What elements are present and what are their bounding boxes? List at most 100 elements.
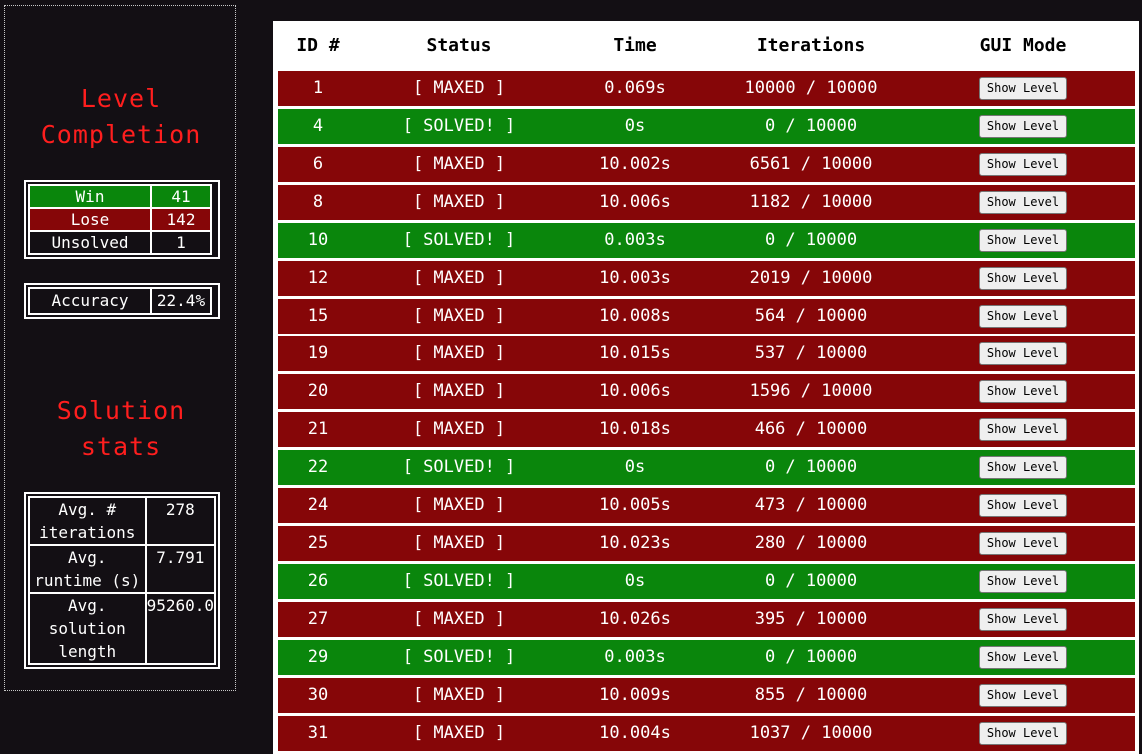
win-row: Win 41 xyxy=(28,184,212,209)
row-status: [ MAXED ] xyxy=(412,684,506,705)
row-status: [ MAXED ] xyxy=(412,267,506,288)
avg-runtime-value-text: 7.791 xyxy=(156,548,205,567)
row-time: 10.006s xyxy=(599,381,671,402)
row-status: [ SOLVED! ] xyxy=(402,115,516,136)
header-time: Time xyxy=(613,35,657,56)
row-time: 0s xyxy=(624,457,646,478)
avg-solution-length-row: Avg. solution length 95260.0 xyxy=(28,592,217,665)
avg-solution-length-label: Avg. solution length xyxy=(28,592,147,665)
row-time: 10.005s xyxy=(599,495,671,516)
row-iterations: 473 / 10000 xyxy=(754,495,868,516)
show-level-button[interactable]: Show Level xyxy=(979,683,1067,707)
table-row: 1 [ MAXED ] 0.069s 10000 / 10000 Show Level xyxy=(278,71,1135,106)
row-iterations: 564 / 10000 xyxy=(754,305,868,326)
table-row: 26 [ SOLVED! ] 0s 0 / 10000 Show Level xyxy=(278,563,1135,599)
row-status: [ SOLVED! ] xyxy=(402,646,516,667)
win-lose-table: Win 41 Lose 142 Unsolved 1 xyxy=(24,180,220,259)
row-time: 0s xyxy=(624,570,646,591)
table-row: 22 [ SOLVED! ] 0s 0 / 10000 Show Level xyxy=(278,450,1135,486)
row-status: [ MAXED ] xyxy=(412,305,506,326)
row-status: [ MAXED ] xyxy=(412,419,506,440)
row-id: 22 xyxy=(307,457,329,478)
solution-stats-title-line2: stats xyxy=(80,432,162,461)
table-row: 25 [ MAXED ] 10.023s 280 / 10000 Show Level xyxy=(278,526,1135,562)
row-time: 10.009s xyxy=(599,684,671,705)
row-id: 6 xyxy=(312,153,324,174)
solution-stats-title-line1: Solution xyxy=(56,396,186,425)
avg-runtime-label: Avg. runtime (s) xyxy=(28,544,147,594)
row-time: 10.008s xyxy=(599,305,671,326)
row-status: [ SOLVED! ] xyxy=(402,229,516,250)
show-level-button[interactable]: Show Level xyxy=(979,494,1067,518)
table-row: 21 [ MAXED ] 10.018s 466 / 10000 Show Level xyxy=(278,412,1135,448)
table-row: 20 [ MAXED ] 10.006s 1596 / 10000 Show Level xyxy=(278,374,1135,410)
row-status: [ MAXED ] xyxy=(412,722,506,743)
show-level-button[interactable]: Show Level xyxy=(979,114,1067,138)
row-id: 21 xyxy=(307,419,329,440)
row-time: 10.018s xyxy=(599,419,671,440)
table-row: 12 [ MAXED ] 10.003s 2019 / 10000 Show Level xyxy=(278,260,1135,296)
accuracy-table: Accuracy 22.4% xyxy=(24,283,220,319)
table-row: 24 [ MAXED ] 10.005s 473 / 10000 Show Level xyxy=(278,488,1135,524)
row-id: 8 xyxy=(312,191,324,212)
show-level-button[interactable]: Show Level xyxy=(979,380,1067,404)
row-time: 10.006s xyxy=(599,191,671,212)
solution-stats-title: Solution stats xyxy=(5,393,237,465)
row-id: 19 xyxy=(307,343,329,364)
row-status: [ MAXED ] xyxy=(412,381,506,402)
row-time: 0.003s xyxy=(604,229,666,250)
sidebar-panel: Level Completion Win 41 Lose 142 Unsolve… xyxy=(4,5,236,691)
row-time: 10.003s xyxy=(599,267,671,288)
row-iterations: 395 / 10000 xyxy=(754,608,868,629)
row-iterations: 10000 / 10000 xyxy=(744,78,878,98)
unsolved-value: 1 xyxy=(150,230,212,255)
row-iterations: 0 / 10000 xyxy=(764,229,858,250)
show-level-button[interactable]: Show Level xyxy=(979,304,1067,328)
header-id: ID # xyxy=(296,35,340,56)
show-level-button[interactable]: Show Level xyxy=(979,418,1067,442)
table-row: 15 [ MAXED ] 10.008s 564 / 10000 Show Level xyxy=(278,298,1135,334)
row-iterations: 0 / 10000 xyxy=(764,115,858,136)
row-time: 10.026s xyxy=(599,608,671,629)
level-completion-title: Level Completion xyxy=(5,81,237,153)
row-iterations: 2019 / 10000 xyxy=(749,267,873,288)
avg-solution-length-value: 95260.0 xyxy=(144,592,217,665)
row-id: 10 xyxy=(307,229,329,250)
show-level-button[interactable]: Show Level xyxy=(979,645,1067,669)
unsolved-row: Unsolved 1 xyxy=(28,230,212,255)
table-row: 31 [ MAXED ] 10.004s 1037 / 10000 Show Level xyxy=(278,715,1135,751)
row-time: 0.069s xyxy=(604,78,666,98)
avg-iterations-value: 278 xyxy=(144,496,217,546)
table-row: 19 [ MAXED ] 10.015s 537 / 10000 Show Level xyxy=(278,336,1135,372)
level-completion-title-line1: Level xyxy=(80,84,162,113)
show-level-button[interactable]: Show Level xyxy=(979,532,1067,556)
row-id: 30 xyxy=(307,684,329,705)
results-rows: 1[ MAXED ] 0.069s 10000 / 10000 Show Level 4… xyxy=(278,71,1135,754)
show-level-button[interactable]: Show Level xyxy=(979,228,1067,252)
win-label: Win xyxy=(28,184,152,209)
row-id: 24 xyxy=(307,495,329,516)
row-id: 12 xyxy=(307,267,329,288)
table-row: 4 [ SOLVED! ] 0s 0 / 10000 Show Level xyxy=(278,108,1135,144)
level-completion-title-line2: Completion xyxy=(40,120,202,149)
show-level-button[interactable]: Show Level xyxy=(979,77,1067,100)
row-status: [ MAXED ] xyxy=(412,153,506,174)
row-iterations: 0 / 10000 xyxy=(764,646,858,667)
row-iterations: 1182 / 10000 xyxy=(749,191,873,212)
row-id: 25 xyxy=(307,533,329,554)
show-level-button[interactable]: Show Level xyxy=(979,266,1067,290)
show-level-button[interactable]: Show Level xyxy=(979,607,1067,631)
show-level-button[interactable]: Show Level xyxy=(979,721,1067,745)
row-id: 4 xyxy=(312,115,324,136)
row-time: 10.004s xyxy=(599,722,671,743)
table-row: 8 [ MAXED ] 10.006s 1182 / 10000 Show Level xyxy=(278,184,1135,220)
show-level-button[interactable]: Show Level xyxy=(979,342,1067,366)
show-level-button[interactable]: Show Level xyxy=(979,190,1067,214)
row-status: [ SOLVED! ] xyxy=(402,570,516,591)
row-id: 31 xyxy=(307,722,329,743)
avg-runtime-row: Avg. runtime (s) 7.791 xyxy=(28,544,217,594)
show-level-button[interactable]: Show Level xyxy=(979,152,1067,176)
show-level-button[interactable]: Show Level xyxy=(979,569,1067,593)
show-level-button[interactable]: Show Level xyxy=(979,456,1067,480)
results-table: ID # Status Time Iterations GUI Mode 1 [ … xyxy=(273,21,1139,754)
